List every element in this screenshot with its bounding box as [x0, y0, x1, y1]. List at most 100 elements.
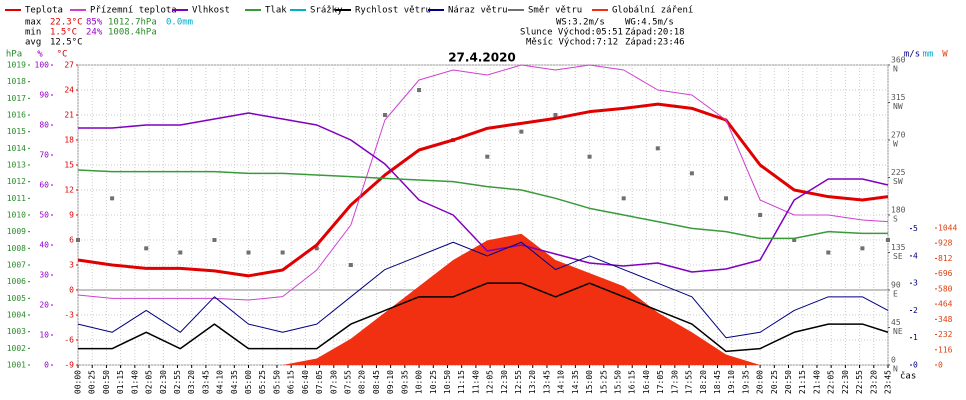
- x-tick-label: 01:40: [130, 370, 139, 394]
- area: [78, 233, 888, 365]
- x-tick-label: 15:25: [599, 370, 608, 394]
- x-tick-label: 05:00: [244, 370, 253, 394]
- x-tick-label: 17:30: [670, 370, 679, 394]
- x-tick-label: 20:00: [756, 370, 765, 394]
- y-tick-label: 580: [938, 284, 953, 293]
- y-tick-label: 1015: [7, 127, 26, 136]
- stat-label: min: [25, 28, 41, 38]
- point: [724, 196, 728, 201]
- line: [77, 241, 889, 339]
- x-tick-label: 11:15: [457, 370, 466, 394]
- info-text: Měsíc Východ:7:12: [526, 38, 618, 48]
- y-tick-label: 348: [938, 315, 953, 324]
- y-tick-label: 3: [69, 261, 74, 270]
- y-tick-label: 10: [39, 331, 49, 340]
- axis-unit: m/s: [904, 50, 920, 60]
- y-tick-label: 21: [64, 111, 74, 120]
- stat-value: 24%: [86, 28, 103, 38]
- y-tick-label: 1004: [7, 311, 26, 320]
- y-tick-label: 24: [64, 86, 74, 95]
- x-tick-label: 03:20: [187, 370, 196, 394]
- x-tick-label: 07:30: [329, 370, 338, 394]
- x-tick-label: 22:55: [855, 370, 864, 394]
- line: [78, 112, 889, 273]
- y-tick-label: -9: [64, 361, 74, 370]
- legend-label: Náraz větru: [448, 6, 508, 16]
- point: [417, 88, 422, 92]
- point: [348, 263, 353, 267]
- y-tick-label: 180: [891, 206, 906, 215]
- stats: max 22.3°C 85% 1012.7hPa 0.0mm min 1.5°C…: [25, 18, 193, 48]
- line: [77, 64, 889, 301]
- y-tick-label: 1001: [7, 361, 26, 370]
- x-tick-label: 21:40: [812, 370, 821, 394]
- stat-value: 85%: [86, 18, 103, 28]
- y-tick-label: 1: [913, 333, 918, 342]
- y-tick-label: 1003: [7, 327, 26, 336]
- y-tick-label: -3: [64, 311, 74, 320]
- y-tick-label: 232: [938, 330, 953, 339]
- y-tick-label: 1014: [7, 144, 26, 153]
- y-tick-label: 270: [891, 131, 906, 140]
- point: [655, 146, 660, 151]
- y-tick-label: 1017: [7, 94, 26, 103]
- point: [886, 238, 890, 242]
- stat-value: 22.3°C: [50, 18, 83, 28]
- y-tick-label: 360: [891, 56, 906, 65]
- y-tick-label: 15: [64, 161, 74, 170]
- y-tick-label: 116: [938, 345, 953, 354]
- legend-label: Srážky: [310, 6, 343, 16]
- stat-value: 1.5°C: [50, 28, 77, 38]
- y-tick-label: 1005: [7, 294, 26, 303]
- y-tick-label: 1011: [7, 194, 26, 203]
- x-tick-label: 03:45: [201, 370, 210, 394]
- stat-value: 0.0mm: [166, 18, 193, 28]
- stat-value: 1008.4hPa: [108, 28, 157, 38]
- y-tick-label: 0: [69, 286, 74, 295]
- y-tick-label: 1006: [7, 277, 26, 286]
- y-tick-label: 90: [39, 91, 49, 100]
- x-tick-label: 14:10: [557, 370, 566, 394]
- point: [382, 113, 387, 117]
- x-tick-label: 12:30: [500, 370, 509, 394]
- point: [110, 196, 115, 201]
- x-tick-label: 05:25: [258, 370, 267, 394]
- x-tick-label: 22:30: [841, 370, 850, 394]
- x-tick-label: 19:35: [741, 370, 750, 394]
- point: [792, 238, 797, 242]
- y-tick-label: 90: [891, 281, 901, 290]
- x-tick-label: 01:15: [116, 370, 125, 394]
- y-tick-label: 1002: [7, 344, 26, 353]
- point: [212, 238, 217, 242]
- x-tick-label: 13:45: [542, 370, 551, 394]
- y-tick-label: 100: [35, 61, 50, 70]
- y-tick-label: 1010: [7, 211, 26, 220]
- y-tick-label: 1007: [7, 261, 26, 270]
- y-tick-label: 225: [891, 168, 906, 177]
- stat-value: 1012.7hPa: [108, 18, 157, 28]
- y-tick-label: 0: [913, 361, 918, 370]
- y-tick-label: 27: [64, 61, 74, 70]
- x-tick-label: 14:35: [571, 370, 580, 394]
- x-tick-label: 09:10: [386, 370, 395, 394]
- x-tick-label: 19:10: [727, 370, 736, 394]
- x-tick-label: 18:45: [713, 370, 722, 394]
- axis-unit: %: [37, 50, 43, 60]
- y-tick-label: 5: [913, 224, 918, 233]
- point: [280, 250, 285, 255]
- point: [758, 213, 763, 217]
- line: [78, 282, 889, 353]
- chart-title: 27.4.2020: [448, 51, 516, 65]
- x-tick-label: 18:20: [699, 370, 708, 394]
- y-tick-label: 1009: [7, 227, 26, 236]
- x-tick-label: 23:20: [869, 370, 878, 394]
- legend-label: Globální záření: [612, 6, 693, 16]
- y-tick-label: 315: [891, 93, 906, 102]
- info-text: Západ:23:46: [625, 38, 685, 48]
- y-tick-label: 18: [64, 136, 74, 145]
- y-tick-label: 60: [39, 181, 49, 190]
- x-tick-label: 11:40: [471, 370, 480, 394]
- x-tick-label: 04:10: [216, 370, 225, 394]
- y-tick-label: 1019: [7, 61, 26, 70]
- stat-value: 12.5°C: [50, 38, 83, 48]
